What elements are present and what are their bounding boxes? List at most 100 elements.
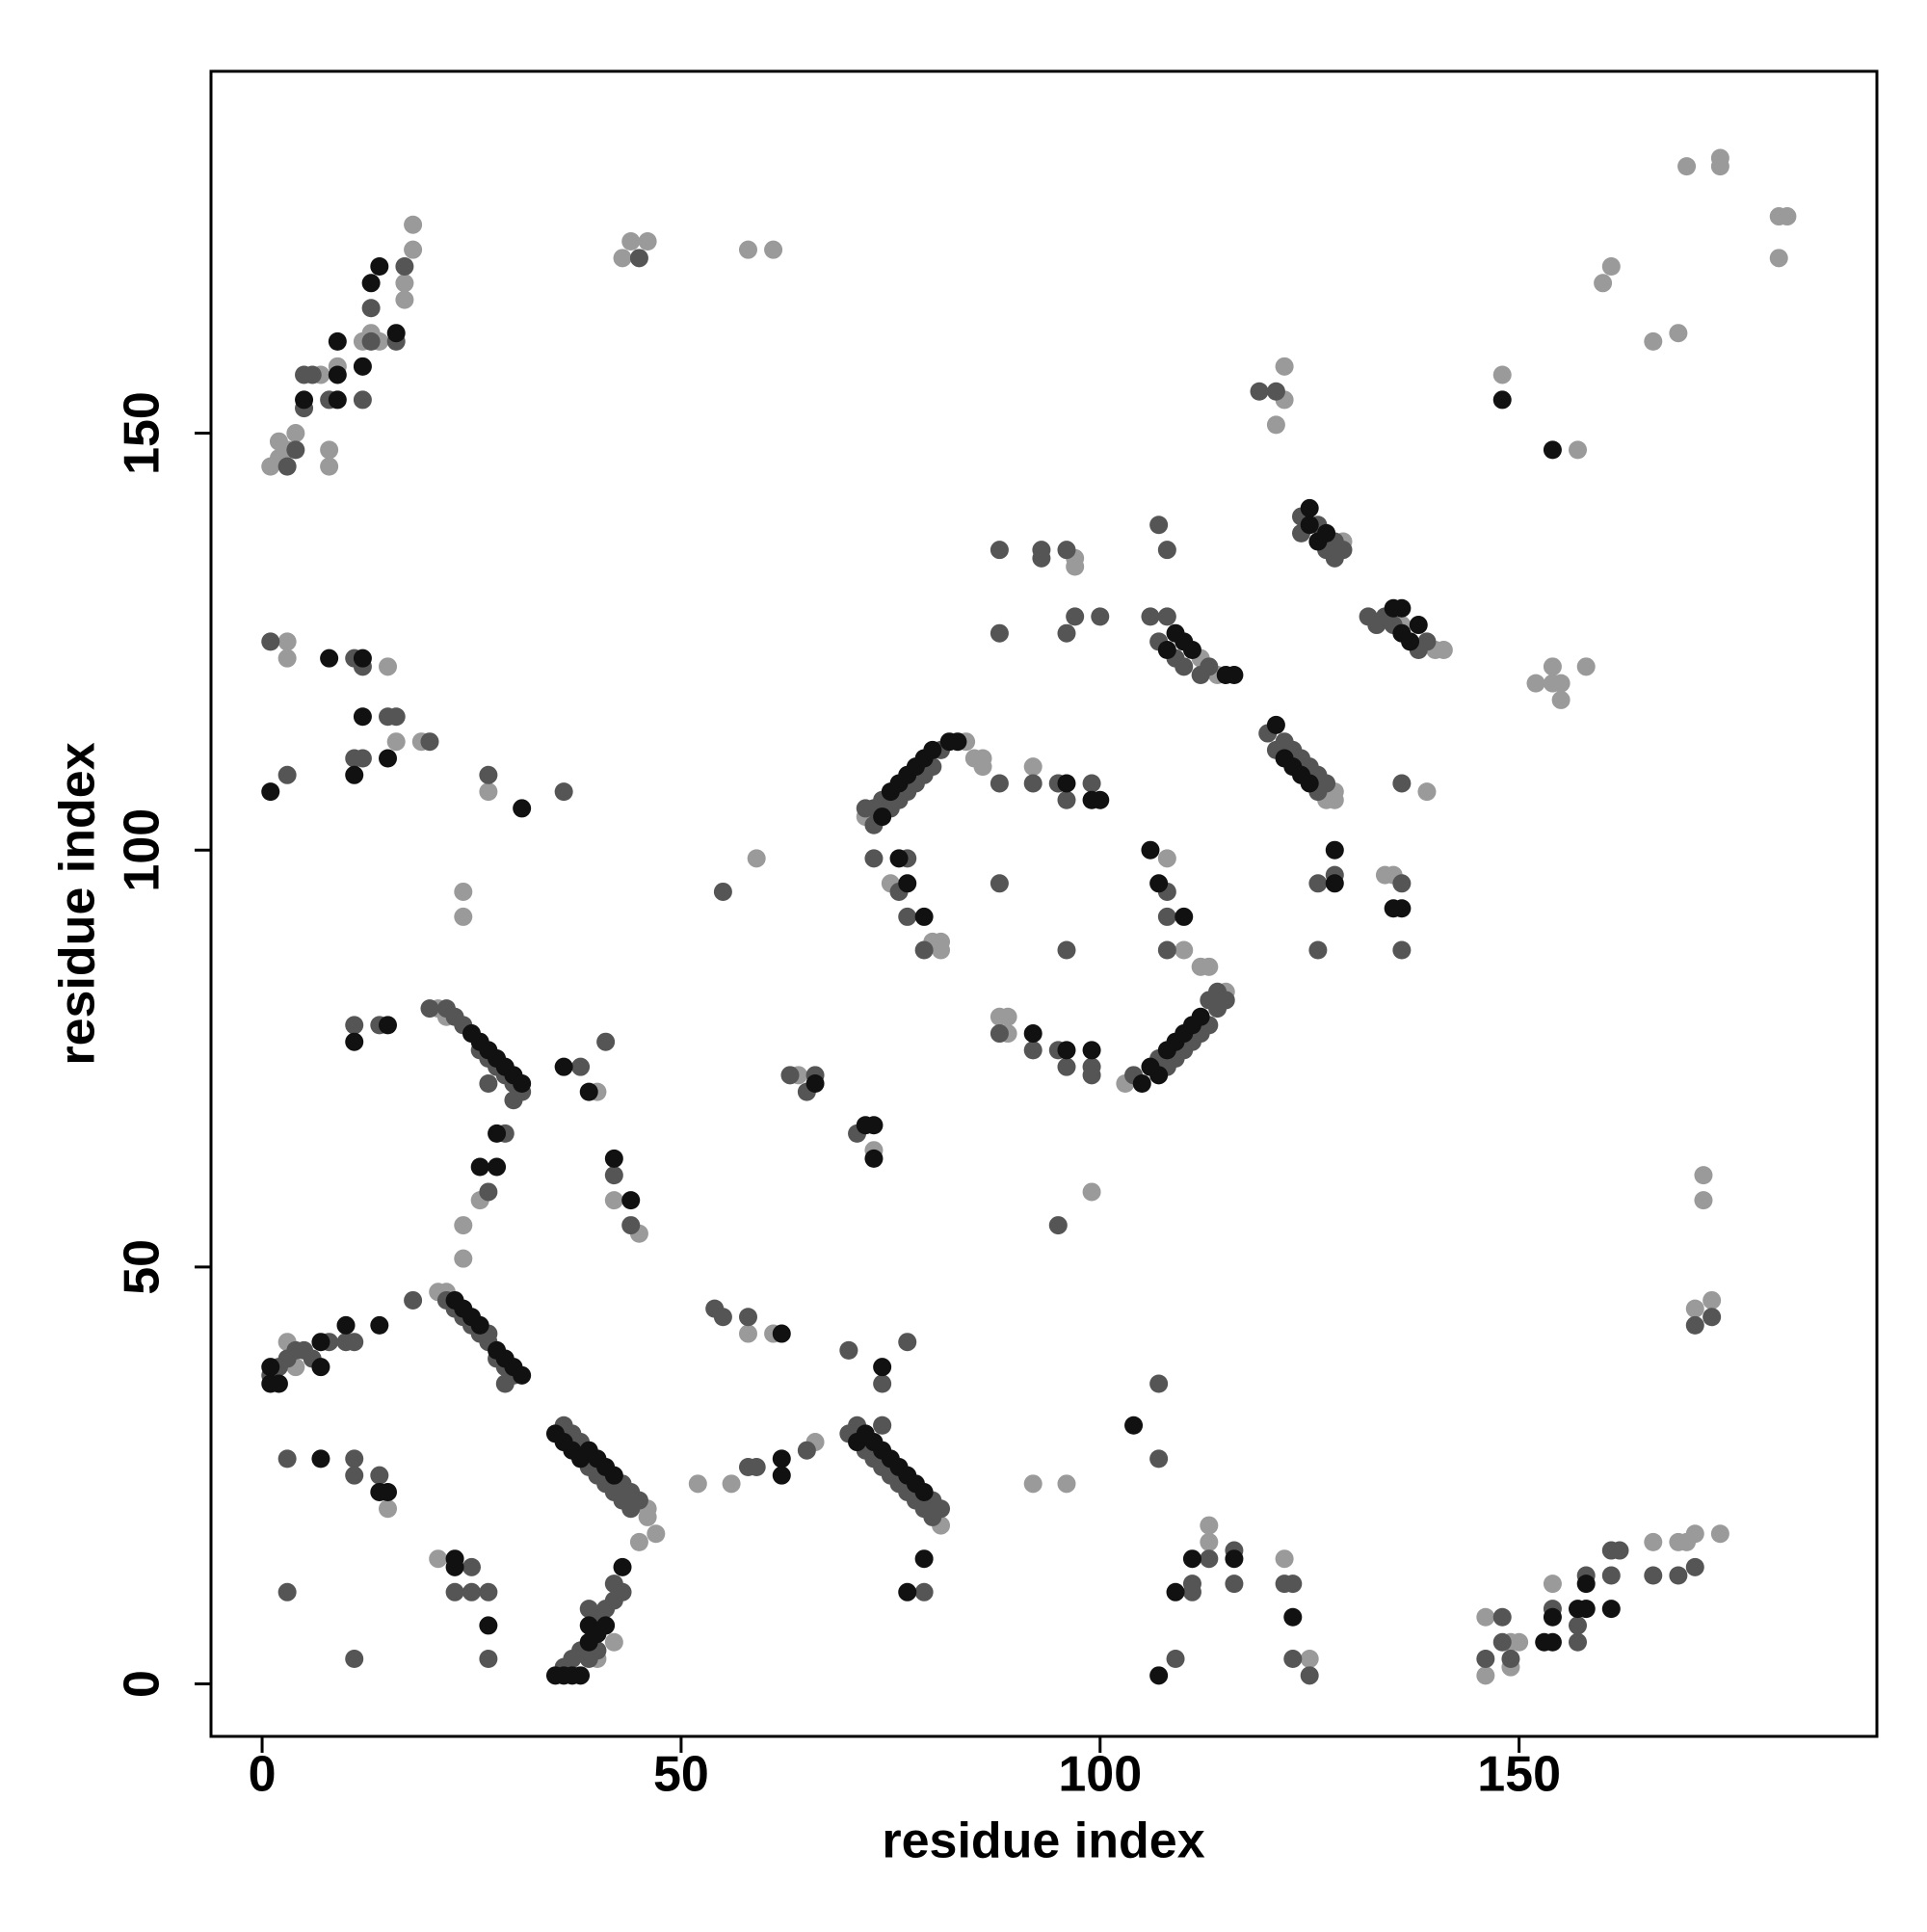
point (454, 1216, 473, 1235)
point (320, 648, 339, 668)
point (1275, 357, 1294, 376)
point (713, 1308, 732, 1327)
point (1266, 382, 1285, 401)
point (738, 240, 757, 259)
point (277, 1449, 297, 1469)
point (1543, 1575, 1562, 1594)
point (1208, 982, 1227, 1001)
point (420, 732, 439, 752)
point (1082, 1041, 1101, 1060)
point (1275, 1549, 1294, 1569)
point (404, 1290, 423, 1310)
point (1141, 607, 1160, 626)
point (386, 324, 406, 343)
point (1082, 790, 1101, 809)
point (764, 240, 783, 259)
point (1501, 1650, 1520, 1669)
point (479, 1650, 498, 1669)
point (454, 882, 473, 901)
point (1066, 557, 1085, 576)
point (1308, 874, 1328, 893)
point (805, 1073, 825, 1093)
point (1384, 899, 1403, 918)
point (479, 1582, 498, 1601)
point (1057, 1057, 1076, 1076)
point (1283, 1650, 1303, 1669)
point (998, 1007, 1017, 1026)
point (1401, 632, 1420, 651)
point (1703, 1290, 1722, 1310)
point (1283, 1575, 1303, 1594)
point (1317, 523, 1336, 543)
point (445, 1557, 464, 1576)
point (1576, 1575, 1596, 1594)
point (1569, 1616, 1588, 1635)
point (1175, 657, 1194, 676)
point (873, 1358, 892, 1377)
point (1023, 774, 1043, 793)
point (328, 331, 347, 351)
point (1308, 940, 1328, 960)
point (1325, 874, 1344, 893)
y-axis-title: residue index (50, 742, 106, 1065)
point (1543, 1632, 1562, 1652)
point (1200, 1549, 1219, 1569)
point (1669, 1566, 1688, 1585)
point (932, 932, 951, 951)
point (914, 940, 934, 960)
point (1510, 1632, 1529, 1652)
point (1225, 1575, 1244, 1594)
point (1569, 1632, 1588, 1652)
point (1200, 1516, 1219, 1535)
point (914, 1582, 934, 1601)
point (873, 1416, 892, 1435)
point (596, 1032, 616, 1051)
point (1644, 331, 1663, 351)
point (1300, 498, 1319, 517)
point (948, 732, 967, 752)
point (495, 1374, 515, 1393)
point (1769, 249, 1788, 268)
point (1325, 840, 1344, 860)
y-tick-label: 0 (115, 1670, 171, 1698)
point (1543, 1607, 1562, 1627)
point (1392, 940, 1412, 960)
point (1048, 1216, 1068, 1235)
point (1685, 1557, 1704, 1576)
point (513, 799, 532, 818)
point (604, 1191, 623, 1210)
point (613, 249, 632, 268)
point (1576, 1600, 1596, 1619)
point (797, 1441, 816, 1460)
point (1694, 1166, 1713, 1185)
point (864, 849, 884, 868)
point (1266, 415, 1285, 435)
point (1677, 157, 1697, 176)
point (1283, 1607, 1303, 1627)
point (1492, 365, 1512, 384)
y-tick-label: 100 (115, 808, 171, 892)
point (914, 1549, 934, 1569)
point (629, 249, 648, 268)
point (713, 882, 732, 901)
point (1392, 874, 1412, 893)
point (1417, 632, 1437, 651)
point (353, 390, 372, 410)
point (1644, 1566, 1663, 1585)
point (479, 765, 498, 784)
point (445, 1582, 464, 1601)
point (780, 1066, 800, 1085)
point (1057, 623, 1076, 643)
point (1132, 1073, 1151, 1093)
point (513, 1073, 532, 1093)
point (353, 749, 372, 768)
point (722, 1474, 741, 1494)
point (688, 1474, 707, 1494)
point (504, 1091, 523, 1110)
point (554, 1057, 573, 1076)
point (1157, 607, 1176, 626)
point (395, 256, 414, 276)
point (386, 707, 406, 727)
point (277, 457, 297, 476)
